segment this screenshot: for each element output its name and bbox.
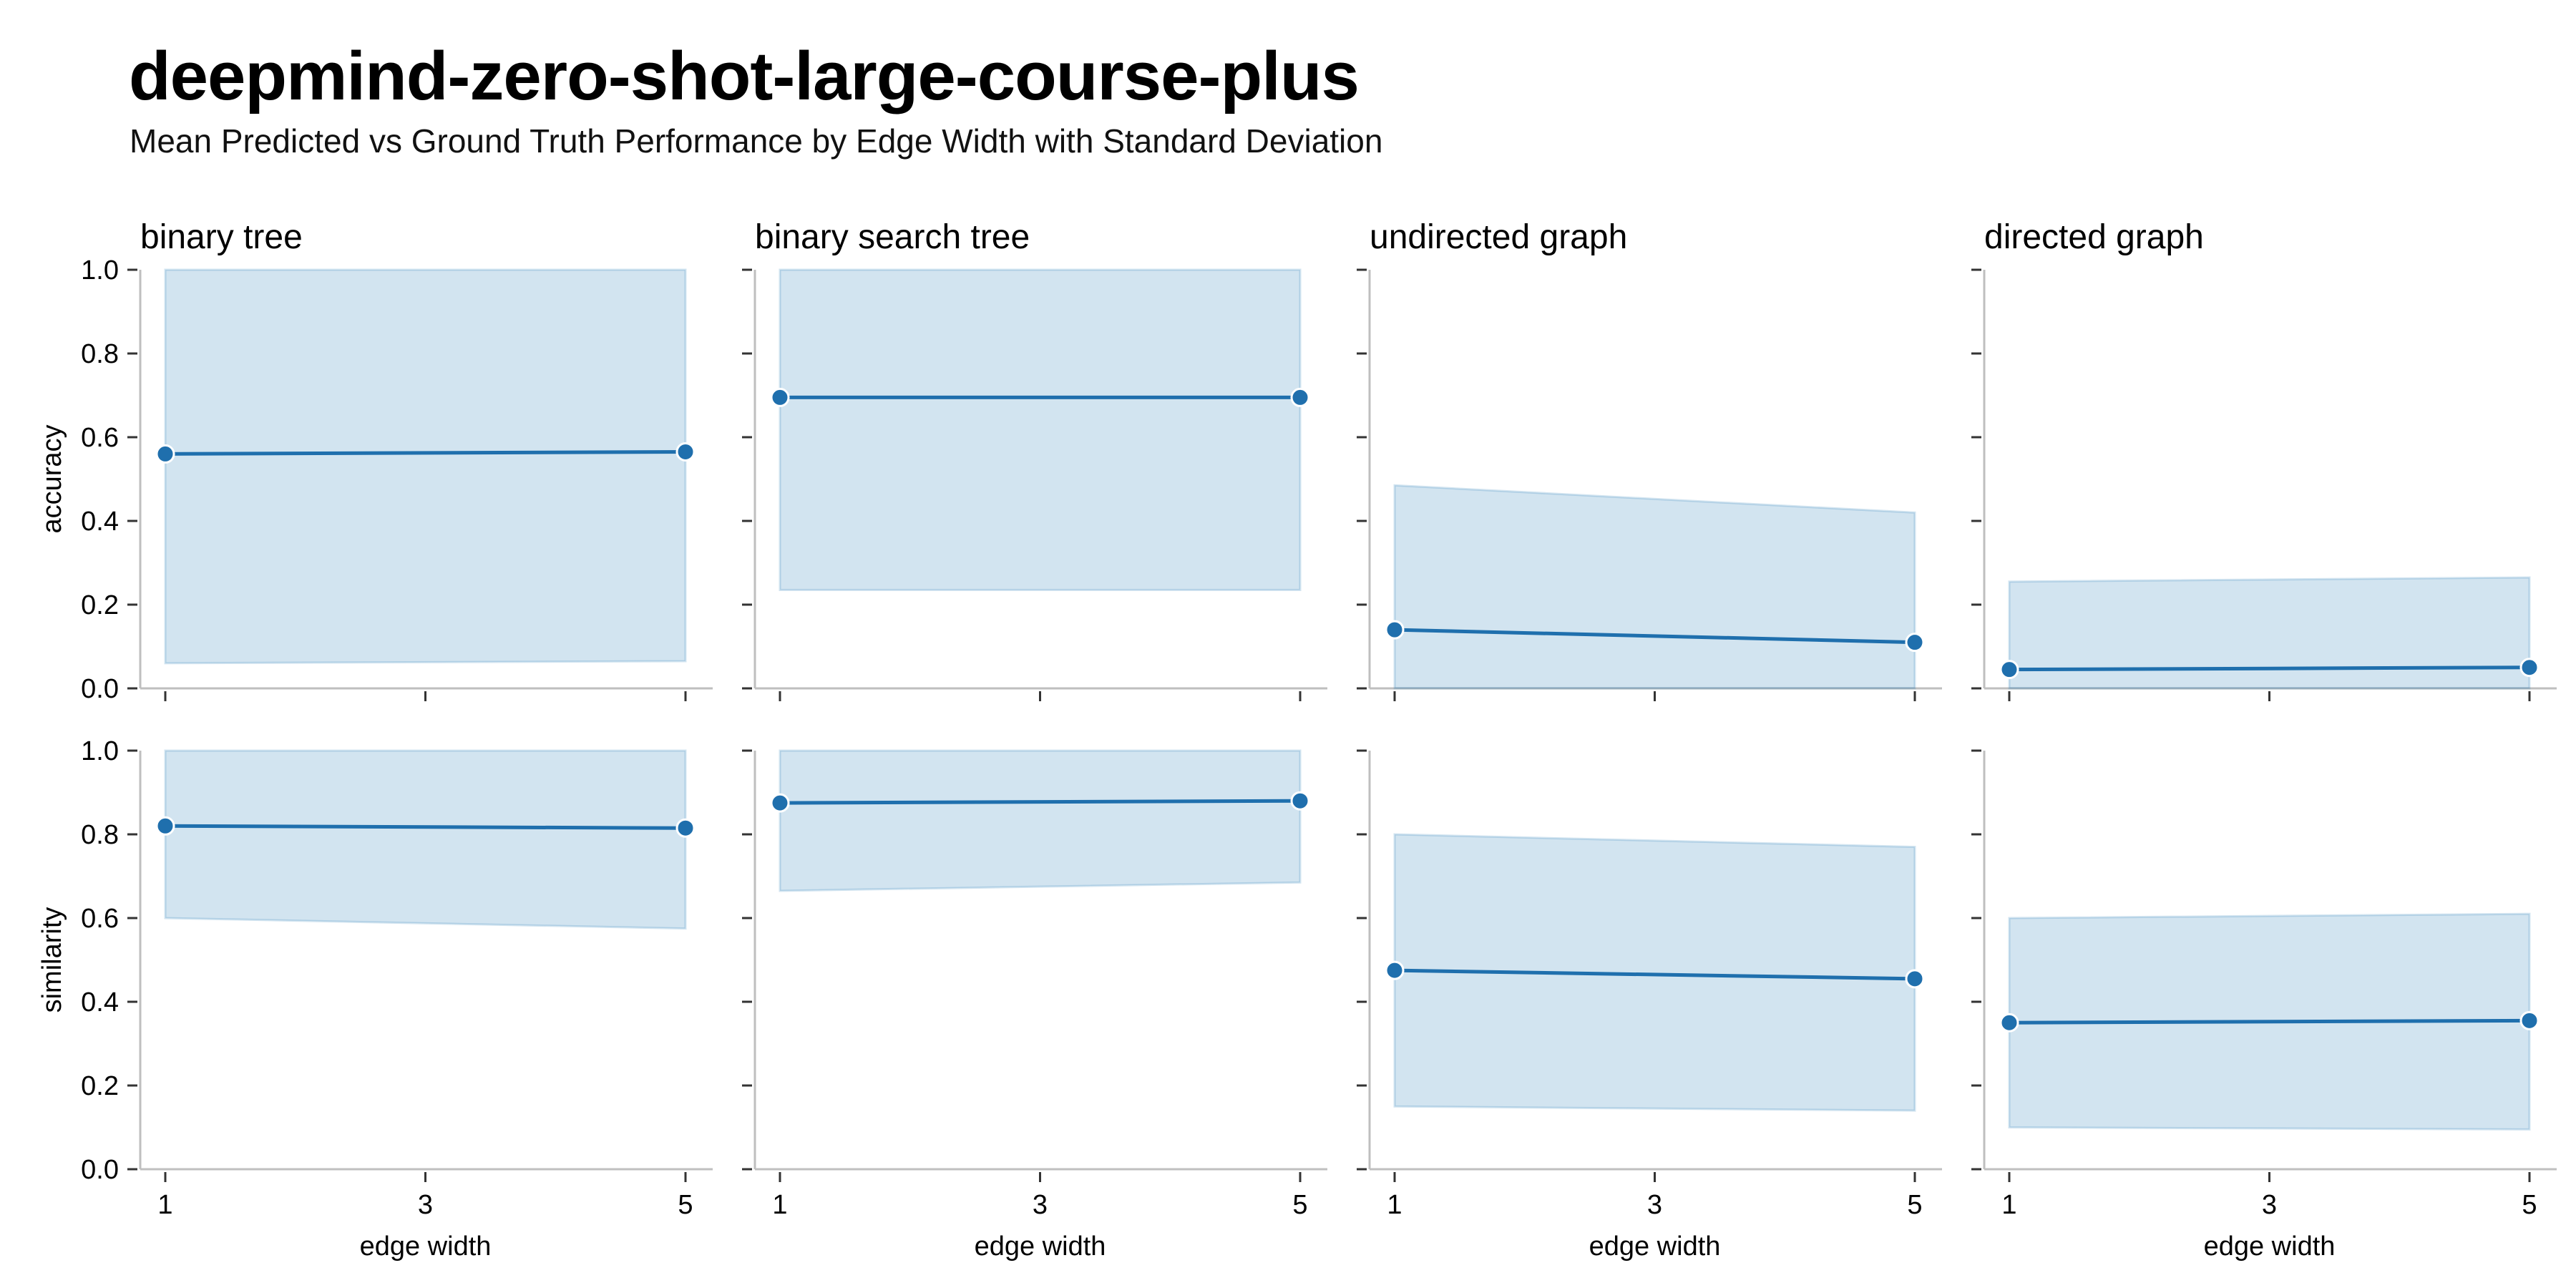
- data-point-accuracy-undirected-graph-1: [1905, 633, 1925, 653]
- std-band-accuracy-binary-tree: [164, 268, 687, 665]
- data-point-similarity-directed-graph-0: [1999, 1013, 2019, 1033]
- data-point-accuracy-binary-tree-0: [155, 444, 175, 464]
- data-point-accuracy-binary-search-tree-0: [770, 387, 790, 407]
- data-point-similarity-undirected-graph-0: [1385, 960, 1405, 980]
- y-tick-label-accuracy-0: 0.0: [81, 674, 119, 704]
- y-tick-label-accuracy-3: 0.6: [81, 423, 119, 453]
- chart-subtitle: Mean Predicted vs Ground Truth Performan…: [130, 122, 1383, 160]
- panel-title-binary-search-tree: binary search tree: [755, 218, 1030, 256]
- mean-line-similarity-binary-tree: [165, 824, 686, 830]
- y-tick-label-accuracy-2: 0.4: [81, 507, 119, 537]
- mean-line-similarity-directed-graph: [2009, 1018, 2530, 1025]
- y-tick-label-similarity-5: 1.0: [81, 736, 119, 766]
- data-point-similarity-binary-search-tree-1: [1290, 791, 1310, 811]
- y-axis-label-similarity: similarity: [37, 907, 67, 1013]
- y-tick-label-similarity-4: 0.8: [81, 820, 119, 850]
- x-tick-label-undirected-graph-1: 3: [1647, 1190, 1662, 1220]
- data-point-similarity-binary-tree-0: [155, 816, 175, 836]
- mean-line-similarity-undirected-graph: [1394, 968, 1916, 981]
- data-point-similarity-binary-tree-1: [675, 818, 696, 838]
- x-tick-label-binary-tree-0: 1: [157, 1190, 172, 1220]
- std-band-accuracy-binary-search-tree: [779, 268, 1302, 592]
- data-point-similarity-binary-search-tree-0: [770, 793, 790, 813]
- x-axis-label-undirected-graph: edge width: [1589, 1231, 1721, 1262]
- data-point-accuracy-undirected-graph-0: [1385, 620, 1405, 640]
- std-band-similarity-binary-tree: [164, 749, 687, 930]
- y-tick-label-similarity-3: 0.6: [81, 904, 119, 934]
- x-tick-label-binary-tree-2: 5: [678, 1190, 693, 1220]
- x-tick-label-directed-graph-0: 1: [2001, 1190, 2016, 1220]
- x-tick-label-binary-search-tree-0: 1: [772, 1190, 787, 1220]
- data-point-similarity-undirected-graph-1: [1905, 969, 1925, 989]
- mean-line-accuracy-directed-graph: [2009, 665, 2530, 672]
- x-tick-label-binary-tree-1: 3: [418, 1190, 433, 1220]
- x-tick-label-binary-search-tree-1: 3: [1033, 1190, 1048, 1220]
- std-band-similarity-binary-search-tree: [779, 749, 1302, 892]
- x-tick-label-undirected-graph-0: 1: [1387, 1190, 1402, 1220]
- mean-line-accuracy-undirected-graph: [1394, 628, 1916, 645]
- data-point-accuracy-binary-search-tree-1: [1290, 387, 1310, 407]
- y-tick-label-similarity-1: 0.2: [81, 1071, 119, 1101]
- x-axis-label-binary-tree: edge width: [360, 1231, 492, 1262]
- data-point-accuracy-directed-graph-0: [1999, 660, 2019, 680]
- x-tick-label-directed-graph-2: 5: [2522, 1190, 2537, 1220]
- y-tick-label-accuracy-1: 0.2: [81, 590, 119, 620]
- y-tick-label-similarity-2: 0.4: [81, 987, 119, 1018]
- panel-title-binary-tree: binary tree: [140, 218, 303, 256]
- std-band-accuracy-directed-graph: [2008, 576, 2531, 690]
- y-tick-label-accuracy-5: 1.0: [81, 255, 119, 286]
- mean-line-similarity-binary-search-tree: [779, 799, 1301, 805]
- data-point-accuracy-directed-graph-1: [2519, 658, 2540, 678]
- data-point-similarity-directed-graph-1: [2519, 1010, 2540, 1030]
- x-axis-label-binary-search-tree: edge width: [975, 1231, 1106, 1262]
- y-tick-label-accuracy-4: 0.8: [81, 339, 119, 369]
- data-point-accuracy-binary-tree-1: [675, 441, 696, 462]
- x-tick-label-undirected-graph-2: 5: [1907, 1190, 1922, 1220]
- x-tick-label-directed-graph-1: 3: [2262, 1190, 2277, 1220]
- y-tick-label-similarity-0: 0.0: [81, 1155, 119, 1185]
- x-axis-label-directed-graph: edge width: [2204, 1231, 2336, 1262]
- std-band-accuracy-undirected-graph: [1393, 484, 1916, 690]
- mean-line-accuracy-binary-tree: [165, 449, 686, 456]
- chart-title: deepmind-zero-shot-large-course-plus: [129, 38, 1360, 114]
- y-axis-label-accuracy: accuracy: [37, 424, 67, 533]
- x-tick-label-binary-search-tree-2: 5: [1292, 1190, 1307, 1220]
- panel-title-directed-graph: directed graph: [1984, 218, 2204, 256]
- std-band-similarity-undirected-graph: [1393, 833, 1916, 1112]
- panel-title-undirected-graph: undirected graph: [1370, 218, 1627, 256]
